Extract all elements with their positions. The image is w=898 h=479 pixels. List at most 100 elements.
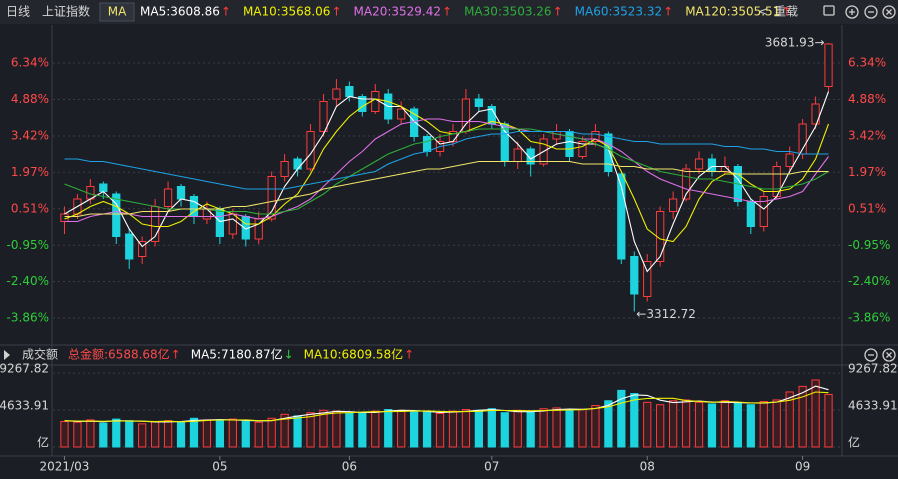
candle-body <box>202 208 212 220</box>
x-tick-label: 08 <box>640 460 655 474</box>
candle-body <box>112 193 121 237</box>
y-tick-label: 3.42% <box>11 129 49 143</box>
close-icon[interactable] <box>882 5 896 19</box>
candle-body <box>125 233 134 260</box>
prev-button[interactable]: < <box>758 5 768 19</box>
y2-tick-label: 9267.82 <box>848 362 898 376</box>
volume-bar <box>435 413 445 448</box>
y2-tick-label: 1.97% <box>848 165 886 179</box>
volume-bar <box>163 420 173 448</box>
volume-bar <box>707 403 717 448</box>
x-tick-label: 07 <box>484 460 499 474</box>
candle-body <box>578 141 587 157</box>
volume-bar <box>798 385 807 448</box>
volume-bar <box>202 419 212 448</box>
candle-body <box>591 131 600 142</box>
volume-bar <box>772 399 781 448</box>
legend-entry: MA30:3503.26 <box>464 5 552 19</box>
legend-entry: MA60:3523.32 <box>575 5 663 19</box>
volume-bar <box>591 405 600 448</box>
x-tick-label: 09 <box>795 460 810 474</box>
legend-entry: MA10:3568.06 <box>243 5 331 19</box>
y-tick-label: 9267.82 <box>0 362 49 376</box>
volume-bar <box>422 411 432 448</box>
y-tick-label: 6.34% <box>11 56 49 70</box>
legend-entry: MA10:6809.58亿 <box>304 347 404 362</box>
volume-bar <box>630 393 639 448</box>
candle-body <box>215 208 225 237</box>
volume-bar <box>358 412 367 448</box>
volume-bar <box>241 420 250 448</box>
volume-icons <box>864 348 896 362</box>
legend-trend: ↑ <box>553 5 563 19</box>
legend-trend: ↓ <box>284 348 294 362</box>
volume-close-x <box>886 352 892 358</box>
ma-line <box>64 391 829 423</box>
ma-line <box>64 160 829 218</box>
y2-tick-label: 4633.91 <box>848 399 898 413</box>
ma-line <box>64 130 829 190</box>
ma-line <box>64 98 830 243</box>
zoom-out-icon[interactable] <box>864 5 878 19</box>
y2-tick-label: -0.95% <box>848 238 890 252</box>
volume-bar <box>215 420 225 448</box>
candle-body <box>176 186 186 200</box>
legend-trend: ↑ <box>663 5 673 19</box>
legend-trend: ↑ <box>331 5 341 19</box>
candle-body <box>474 98 484 107</box>
volume-bar <box>668 400 678 448</box>
candle-body <box>280 161 289 177</box>
close-x <box>886 9 892 15</box>
legend-trend: ↑ <box>404 348 414 362</box>
candle-body <box>138 241 147 257</box>
ma-line <box>64 118 829 223</box>
x-tick-label: 05 <box>212 460 227 474</box>
settings-icon[interactable] <box>823 5 835 16</box>
volume-bar <box>150 420 160 448</box>
volume-bar <box>500 412 509 448</box>
volume-bar <box>293 415 302 448</box>
volume-bar <box>733 402 743 448</box>
indicator-label[interactable]: MA <box>108 5 127 19</box>
volume-bar <box>125 420 134 448</box>
high-annotation: 3681.93→ <box>765 36 825 50</box>
candle-body <box>422 136 432 152</box>
y2-tick-label: 0.51% <box>848 201 886 215</box>
volume-bar <box>604 400 613 448</box>
volume-summary-trend: ↑ <box>171 348 181 362</box>
candle-body <box>811 103 820 125</box>
indicator-button[interactable] <box>99 2 135 22</box>
volume-bar <box>474 409 484 448</box>
volume-close-icon[interactable] <box>882 348 896 362</box>
symbol-name[interactable]: 上证指数 <box>42 4 90 19</box>
volume-settings-icon[interactable] <box>864 348 878 362</box>
candle-body <box>345 86 354 97</box>
y2-tick-label: -3.86% <box>848 311 890 325</box>
top-bar <box>0 0 898 24</box>
toolbar-icons <box>823 5 896 19</box>
volume-bar <box>189 417 199 448</box>
candle-body <box>565 131 574 157</box>
candle-body <box>681 168 691 200</box>
legend-entry: MA5:7180.87亿 <box>191 347 283 362</box>
reload-button[interactable]: 重载 <box>774 5 798 19</box>
volume-bar <box>409 411 419 448</box>
volume-bar <box>720 400 730 448</box>
candle-body <box>163 188 173 207</box>
volume-bar <box>656 404 665 448</box>
y-tick-label: 4.88% <box>11 92 49 106</box>
volume-summary: 总金额:6588.68亿 <box>68 347 170 362</box>
volume-bar <box>371 410 380 448</box>
period-tab[interactable]: 日线 <box>6 5 30 19</box>
volume-bar <box>565 409 574 448</box>
volume-bar <box>112 418 121 448</box>
candle-body <box>319 101 328 132</box>
candle-body <box>604 133 613 172</box>
y2-tick-label: 6.34% <box>848 56 886 70</box>
collapse-icon[interactable] <box>4 350 10 360</box>
candle-body <box>694 158 704 170</box>
zoom-in-icon[interactable] <box>845 5 859 19</box>
volume-bar <box>228 418 237 448</box>
ma-line <box>64 91 830 273</box>
